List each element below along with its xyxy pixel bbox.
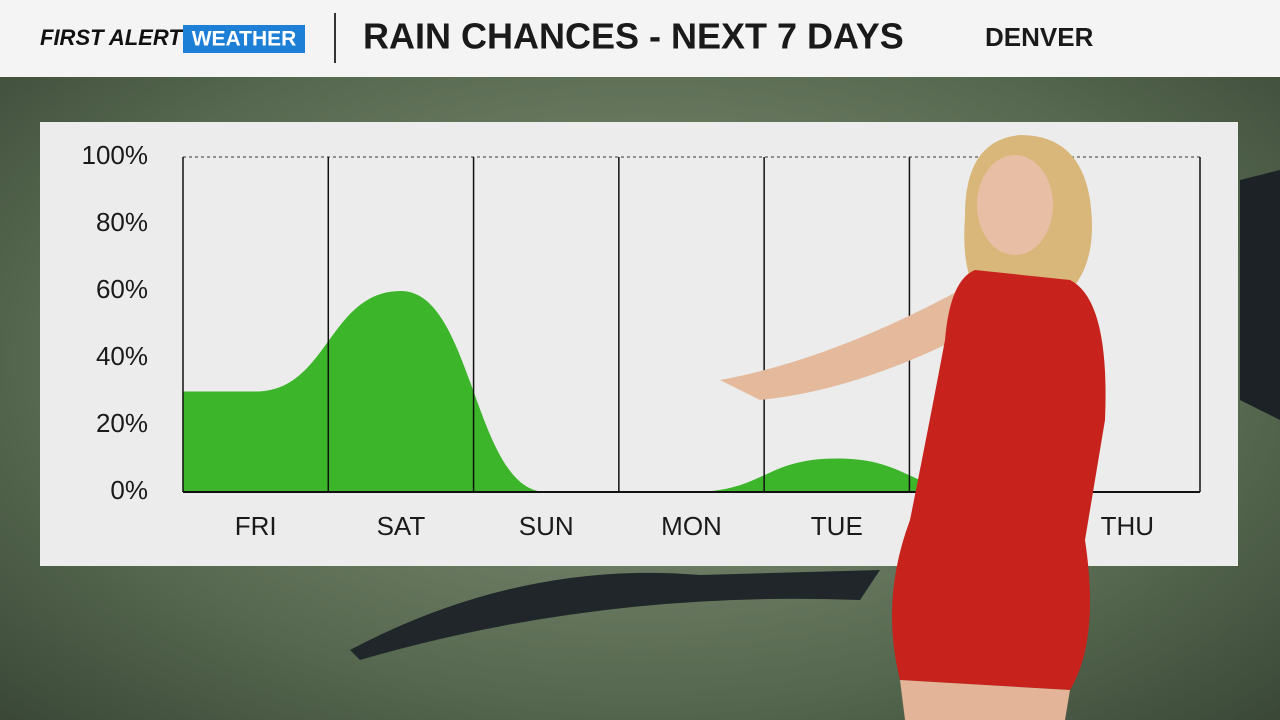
x-tick-label: THU <box>1101 511 1154 541</box>
y-tick-label: 20% <box>96 408 148 438</box>
presenter <box>720 135 1106 720</box>
brand-second: WEATHER <box>192 28 297 51</box>
y-tick-label: 100% <box>82 140 149 170</box>
x-tick-label: FRI <box>235 511 277 541</box>
chart-title: RAIN CHANCES - NEXT 7 DAYS <box>363 16 904 57</box>
brand-box <box>183 25 305 53</box>
x-tick-label: MON <box>661 511 722 541</box>
y-tick-label: 40% <box>96 341 148 371</box>
y-tick-label: 60% <box>96 274 148 304</box>
umbrella <box>350 570 880 660</box>
x-tick-label: TUE <box>811 511 863 541</box>
brand-first: FIRST ALERT <box>40 25 183 50</box>
y-tick-label: 0% <box>110 475 148 505</box>
location: DENVER <box>985 22 1094 52</box>
umbrella-right <box>1240 170 1280 420</box>
x-tick-label: SAT <box>377 511 426 541</box>
rain-area <box>183 291 1200 492</box>
x-tick-label: SUN <box>519 511 574 541</box>
y-tick-label: 80% <box>96 207 148 237</box>
